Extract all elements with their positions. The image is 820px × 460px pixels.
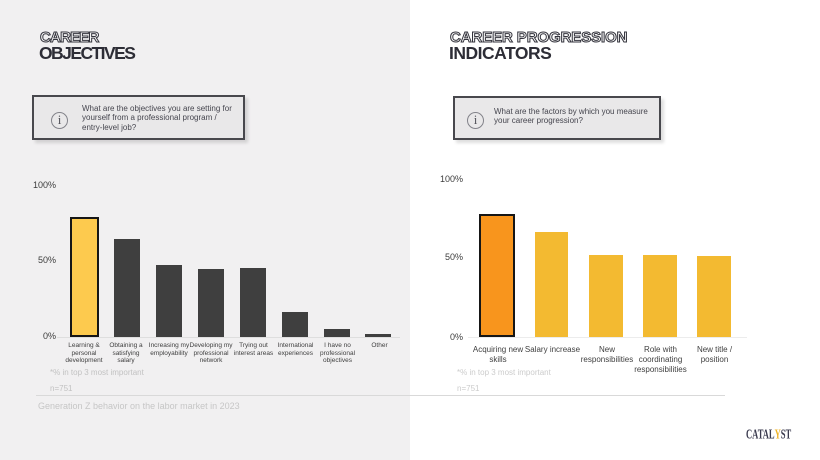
- svg-text:CATALYST: CATALYST: [746, 428, 792, 442]
